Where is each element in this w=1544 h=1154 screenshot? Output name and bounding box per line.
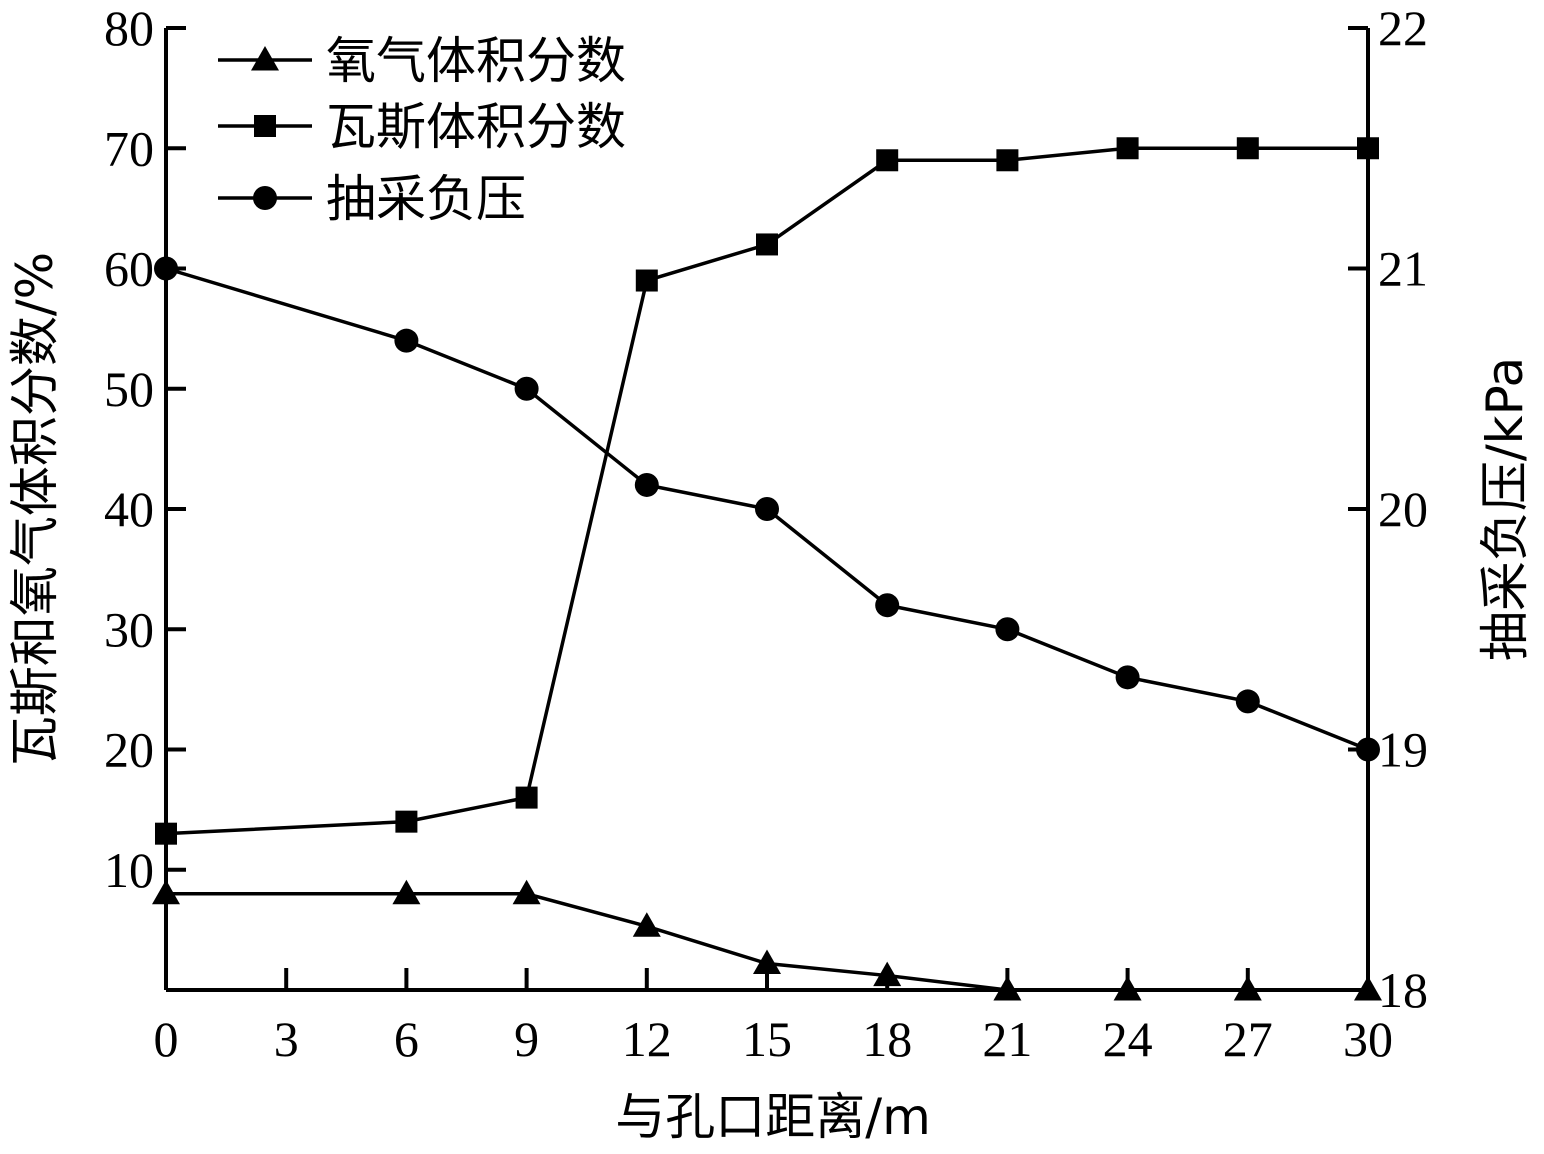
data-point-square [635,269,658,292]
y-right-tick-label: 19 [1378,722,1428,778]
series-square [155,137,1379,845]
data-point-square [996,149,1019,172]
x-tick-label: 15 [742,1011,792,1067]
series-circle [154,256,1380,762]
x-tick-label: 9 [514,1011,539,1067]
data-point-triangle [873,961,902,987]
data-point-square [515,786,538,809]
y-left-tick-label: 40 [104,481,154,537]
data-point-circle [394,328,419,353]
data-point-circle [1235,689,1260,714]
data-point-triangle [993,976,1022,1001]
y-right-tick-label: 22 [1378,0,1428,56]
series-line-circle [165,266,1369,752]
data-point-circle [514,376,539,401]
data-point-triangle [753,949,781,975]
y-axis-right-title: 抽采负压/kPa [1476,357,1534,661]
data-point-square [1236,137,1259,160]
data-point-square [1357,137,1379,160]
series-line-triangle [166,892,1368,992]
series-line-square [165,146,1368,836]
data-point-square [1116,137,1139,160]
legend-marker-circle [253,186,277,210]
x-axis-title: 与孔口距离/m [615,1088,931,1146]
y-left-tick-label: 30 [104,601,154,657]
data-point-circle [995,617,1020,642]
x-tick-label: 12 [622,1011,672,1067]
x-tick-label: 27 [1223,1011,1273,1067]
legend-marker-triangle [251,46,279,71]
data-point-square [155,822,177,845]
data-point-triangle [512,879,541,905]
data-point-circle [634,472,659,497]
series-triangle [152,879,1382,1001]
y-right-tick-label: 21 [1378,241,1428,297]
data-point-triangle [1113,976,1142,1001]
y-left-tick-label: 80 [104,0,154,56]
legend-label: 抽采负压 [326,170,526,228]
legend-item: 瓦斯体积分数 [218,98,626,156]
axes: 0 3 6 9 12 15 18 21 24 27 30 10 20 30 40 50 60 70 80 18 19 20… [104,0,1428,1067]
data-point-circle [875,593,900,618]
y-axis-left-title: 瓦斯和氧气体积分数/% [6,252,64,766]
data-point-square [876,149,899,172]
series-layer [152,137,1382,1001]
legend-label: 瓦斯体积分数 [326,98,626,156]
y-right-tick-label: 20 [1378,481,1428,537]
legend-item: 抽采负压 [218,170,526,228]
x-tick-label: 30 [1343,1011,1393,1067]
x-tick-label: 6 [394,1011,419,1067]
x-tick-label: 18 [862,1011,912,1067]
data-point-circle [1356,737,1380,762]
x-tick-label: 24 [1103,1011,1153,1067]
data-point-circle [755,497,779,521]
data-point-circle [1115,665,1140,690]
data-point-triangle [392,879,421,905]
y-left-tick-label: 10 [104,842,154,898]
y-left-tick-label: 70 [104,120,154,176]
data-point-square [756,233,778,256]
x-tick-label: 21 [982,1011,1032,1067]
x-tick-label: 3 [274,1011,299,1067]
x-tick-label: 0 [154,1011,179,1067]
data-point-circle [154,256,178,281]
y-right-tick-label: 18 [1378,962,1428,1018]
legend-marker-square [254,115,276,137]
legend-item: 氧气体积分数 [218,32,626,90]
y-left-tick-label: 20 [104,722,154,778]
data-point-triangle [1233,976,1262,1001]
data-point-square [395,810,418,833]
data-point-triangle [632,912,661,937]
y-left-tick-label: 60 [104,241,154,297]
data-point-triangle [1354,976,1382,1001]
y-left-tick-label: 50 [104,361,154,417]
data-point-triangle [152,879,180,905]
legend-label: 氧气体积分数 [326,32,626,90]
